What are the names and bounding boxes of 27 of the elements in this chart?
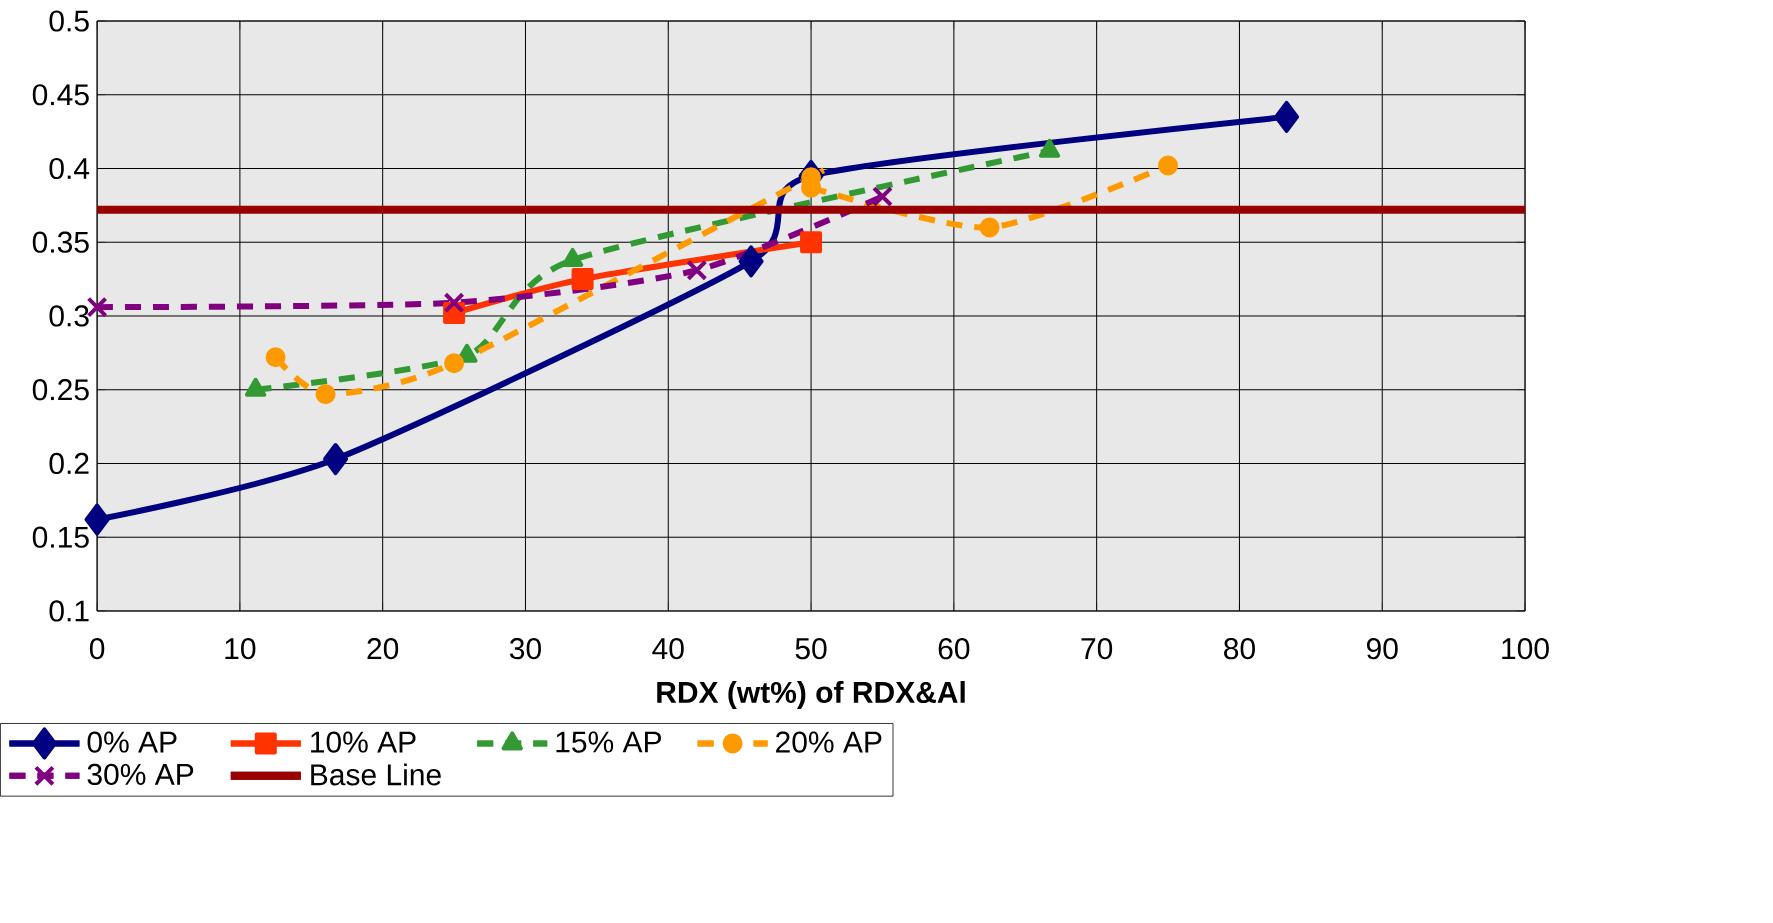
x-tick-label: 10 bbox=[225, 638, 256, 660]
x-tick-label: 90 bbox=[1366, 638, 1398, 660]
legend-label: 15% AP bbox=[556, 731, 661, 753]
y-tick-label: 0.3 bbox=[49, 305, 89, 327]
x-tick-label: 80 bbox=[1224, 638, 1255, 660]
x-axis-title: RDX (wt%) of RDX&Al bbox=[657, 681, 965, 709]
x-tick-label: 100 bbox=[1502, 638, 1549, 660]
y-tick-label: 0.1 bbox=[49, 600, 89, 622]
y-tick-label: 0.45 bbox=[32, 84, 89, 106]
y-tick-label: 0.4 bbox=[49, 157, 90, 180]
x-tick-label: 0 bbox=[89, 638, 105, 660]
x-tick-label: 60 bbox=[938, 638, 970, 660]
x-tick-label: 50 bbox=[795, 638, 827, 660]
legend-label: 10% AP bbox=[311, 731, 416, 753]
legend-label: 30% AP bbox=[87, 763, 194, 786]
legend-label: Base Line bbox=[311, 763, 441, 786]
y-tick-label: 0.2 bbox=[49, 452, 89, 475]
y-tick-label: 0.35 bbox=[32, 231, 89, 253]
y-tick-label: 0.25 bbox=[32, 379, 89, 401]
legend-label: 20% AP bbox=[776, 731, 882, 753]
x-tick-label: 70 bbox=[1081, 638, 1113, 660]
legend-label: 0% AP bbox=[87, 731, 177, 753]
x-tick-label: 20 bbox=[367, 638, 399, 660]
y-tick-label: 0.5 bbox=[49, 10, 89, 32]
y-tick-label: 0.15 bbox=[32, 526, 89, 548]
x-tick-label: 30 bbox=[509, 638, 541, 660]
x-tick-label: 40 bbox=[652, 638, 684, 660]
